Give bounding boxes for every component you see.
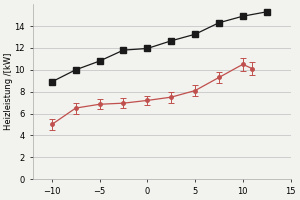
Y-axis label: Heizleistung /[kW]: Heizleistung /[kW] — [4, 53, 13, 130]
